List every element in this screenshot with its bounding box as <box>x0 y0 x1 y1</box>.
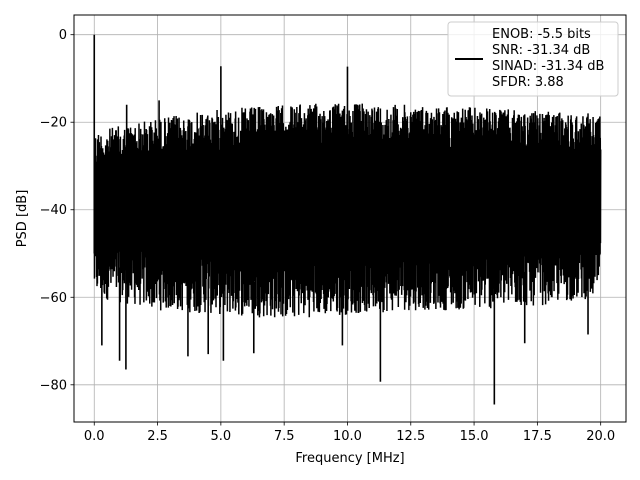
legend-entry: SNR: -31.34 dB <box>492 43 590 58</box>
x-tick-label: 0.0 <box>84 429 105 444</box>
series-psd <box>93 34 602 405</box>
y-tick-label: −80 <box>40 378 67 393</box>
legend-entry: ENOB: -5.5 bits <box>492 27 591 42</box>
x-tick-label: 17.5 <box>523 429 552 444</box>
x-axis-ticks: 0.0 2.5 5.0 7.5 10.0 12.5 15.0 17.5 20.0 <box>84 422 615 444</box>
y-tick-label: −20 <box>40 116 67 131</box>
x-tick-label: 5.0 <box>211 429 232 444</box>
x-tick-label: 12.5 <box>396 429 425 444</box>
plot-data <box>93 34 602 405</box>
y-axis-label: PSD [dB] <box>15 190 30 248</box>
x-tick-label: 2.5 <box>147 429 168 444</box>
x-tick-label: 10.0 <box>333 429 362 444</box>
x-tick-label: 15.0 <box>460 429 489 444</box>
x-tick-label: 7.5 <box>274 429 295 444</box>
y-tick-label: −40 <box>40 203 67 218</box>
x-axis-label: Frequency [MHz] <box>295 451 404 466</box>
legend-entry: SFDR: 3.88 <box>492 75 564 90</box>
legend-entry: SINAD: -31.34 dB <box>492 59 604 74</box>
x-tick-label: 20.0 <box>586 429 615 444</box>
y-tick-label: −60 <box>40 291 67 306</box>
plot-frame <box>73 14 627 423</box>
legend-box <box>447 21 619 97</box>
y-axis-ticks: 0 −20 −40 −60 −80 <box>40 28 74 393</box>
y-tick-label: 0 <box>59 28 67 43</box>
